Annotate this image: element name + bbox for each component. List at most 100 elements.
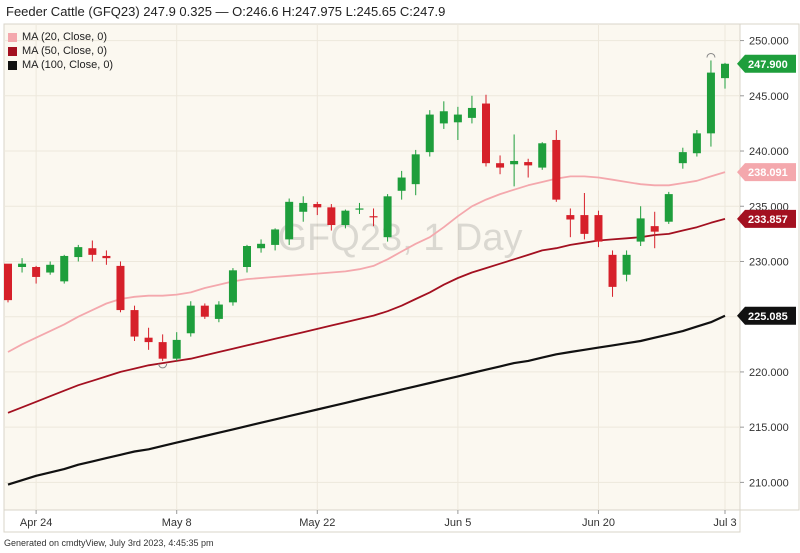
candle-body [636, 218, 645, 242]
candle [650, 211, 659, 249]
candle [313, 201, 322, 216]
candle [18, 258, 27, 273]
candle [369, 208, 378, 227]
candle [580, 192, 589, 240]
price-tag-bg [737, 209, 796, 228]
candle-body [355, 208, 364, 210]
candle [425, 110, 434, 157]
candle-body [692, 133, 701, 154]
legend-item: MA (20, Close, 0) [8, 30, 113, 44]
legend-swatch [8, 60, 17, 70]
candle [4, 263, 12, 303]
y-tick-label: 240.000 [749, 146, 789, 158]
x-tick-label: May 22 [299, 517, 335, 529]
legend-swatch [8, 32, 17, 42]
candle [594, 210, 603, 248]
candle [552, 130, 561, 202]
candle [510, 134, 519, 187]
ma20-line [7, 171, 726, 353]
candle [158, 334, 167, 361]
candle [214, 301, 223, 323]
candle-body [580, 215, 589, 234]
candle [538, 142, 547, 170]
candle-body [172, 339, 181, 359]
candle [60, 254, 69, 284]
price-tag-bg [737, 54, 796, 73]
candle-body [158, 342, 167, 359]
candle-body [46, 264, 55, 273]
candle-body [538, 143, 547, 168]
ma100-line [7, 314, 726, 486]
candle [397, 170, 406, 200]
low-marker [158, 363, 168, 369]
candle [721, 62, 729, 89]
candle-body [439, 111, 448, 124]
candle-body [369, 216, 378, 218]
candle-body [18, 263, 27, 267]
candle [299, 196, 308, 222]
candle-body [453, 114, 462, 123]
candle [116, 261, 125, 313]
candle [608, 250, 617, 297]
chart-title: Feeder Cattle (GFQ23) 247.9 0.325 — O:24… [6, 4, 446, 19]
candle-body [327, 207, 336, 226]
candle-body [608, 254, 617, 287]
candle [439, 101, 448, 129]
y-tick-label: 220.000 [749, 367, 789, 379]
candle-body [74, 247, 83, 258]
y-tick-label: 245.000 [749, 91, 789, 103]
candle [257, 239, 266, 253]
candle-body [257, 243, 266, 249]
ma-legend: MA (20, Close, 0) MA (50, Close, 0) MA (10… [8, 30, 113, 72]
candle-body [186, 305, 195, 334]
candle [88, 240, 97, 262]
candle [74, 244, 83, 262]
candle-body [383, 196, 392, 238]
price-tag: 238.091 [737, 163, 796, 182]
candle [566, 208, 575, 238]
candle-body [467, 107, 476, 118]
price-tag-label: 233.857 [748, 214, 788, 226]
candle-body [130, 310, 139, 337]
candle-body [594, 215, 603, 242]
candle [228, 268, 237, 306]
candle [453, 106, 462, 140]
candle-body [200, 305, 209, 317]
legend-item: MA (100, Close, 0) [8, 58, 113, 72]
candle-body [299, 202, 308, 212]
candle [327, 204, 336, 231]
legend-label: MA (100, Close, 0) [22, 59, 114, 71]
candle-body [552, 139, 561, 200]
y-tick-label: 250.000 [749, 36, 789, 48]
y-tick-label: 215.000 [749, 422, 789, 434]
price-tag-label: 225.085 [748, 311, 788, 323]
candle-body [425, 114, 434, 153]
candle [622, 250, 631, 282]
candle-body [285, 201, 294, 240]
price-tag: 247.900 [737, 54, 796, 73]
candle-body [144, 337, 153, 343]
candle-body [496, 163, 505, 168]
price-tag-bg [737, 306, 796, 325]
candle [200, 303, 209, 319]
candle-body [411, 154, 420, 185]
candle [383, 194, 392, 242]
candle-body [721, 63, 729, 79]
candle-body [482, 103, 490, 164]
candle-body [341, 210, 350, 226]
candle [678, 147, 687, 169]
y-tick-label: 210.000 [749, 477, 789, 489]
legend-label: MA (20, Close, 0) [22, 31, 107, 43]
candle [524, 158, 533, 178]
candle-body [102, 255, 111, 259]
candle-body [650, 226, 659, 232]
candle-body [214, 304, 223, 319]
candle [496, 155, 505, 175]
candle [467, 95, 476, 124]
candle-body [4, 263, 12, 301]
candle [186, 301, 195, 337]
candle-body [88, 248, 97, 255]
y-tick-label: 230.000 [749, 256, 789, 268]
